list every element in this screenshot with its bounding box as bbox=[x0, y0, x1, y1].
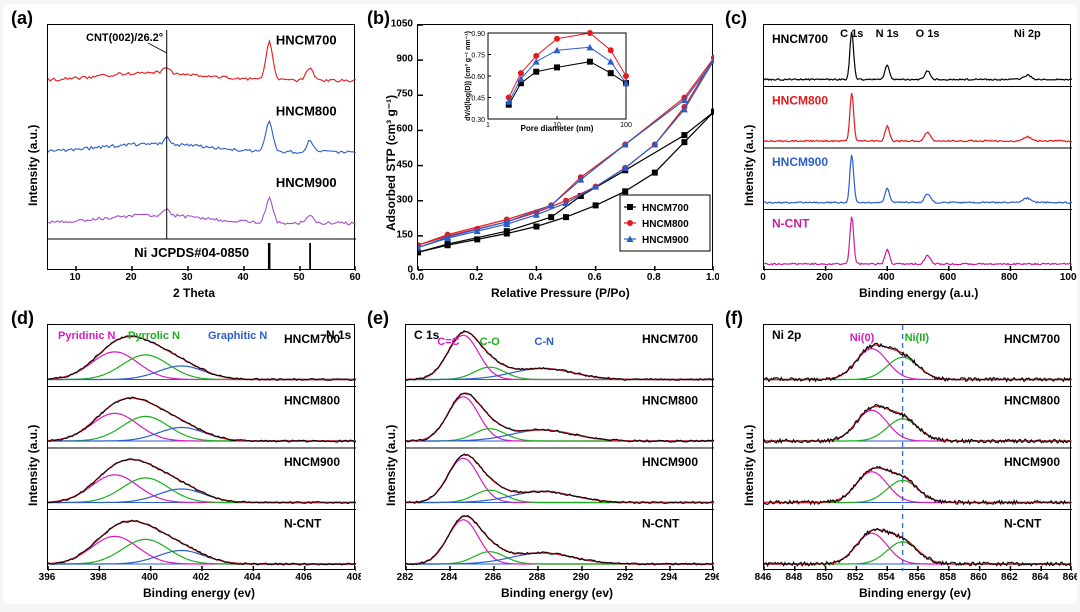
svg-text:HNCM800: HNCM800 bbox=[772, 94, 828, 108]
svg-text:0.30: 0.30 bbox=[471, 117, 485, 124]
panel-e-xlabel: Binding energy (ev) bbox=[501, 586, 613, 600]
svg-text:HNCM700: HNCM700 bbox=[642, 332, 698, 346]
svg-text:HNCM900: HNCM900 bbox=[772, 155, 828, 169]
svg-text:0.75: 0.75 bbox=[471, 53, 485, 60]
svg-text:Graphitic N: Graphitic N bbox=[208, 330, 267, 342]
svg-text:HNCM800: HNCM800 bbox=[642, 394, 698, 408]
svg-text:N-CNT: N-CNT bbox=[772, 217, 810, 231]
panel-d-svg: N 1sHNCM700HNCM800HNCM900N-CNTPyridinic … bbox=[48, 325, 356, 571]
panel-d-xlabel: Binding energy (ev) bbox=[143, 586, 255, 600]
svg-text:N-CNT: N-CNT bbox=[284, 517, 322, 531]
panel-e-ylabel: Intensity (a.u.) bbox=[384, 386, 398, 506]
panel-f-plot: Ni 2p HNCM700 HNCM800 HNCM900 N-CNT Ni(0) Ni(I… bbox=[763, 324, 1071, 570]
panel-e-svg: C 1s HNCM700 HNCM800 HNCM900 N-CNT C=C C-O C-N bbox=[406, 325, 714, 571]
svg-text:HNCM700: HNCM700 bbox=[284, 332, 340, 346]
svg-text:N-CNT: N-CNT bbox=[1004, 517, 1042, 531]
panel-c-ylabel: Intensity (a.u.) bbox=[742, 86, 756, 206]
svg-text:C-N: C-N bbox=[534, 336, 554, 348]
svg-text:C 1s: C 1s bbox=[840, 28, 863, 40]
panel-a-svg: Ni JCPDS#04-0850 HNCM900 HNCM800 HNCM700 CNT… bbox=[48, 25, 356, 271]
svg-text:HNCM800: HNCM800 bbox=[284, 394, 340, 408]
svg-text:Ni(0): Ni(0) bbox=[850, 332, 875, 344]
svg-text:0.45: 0.45 bbox=[471, 96, 485, 103]
panel-b: (b) Adsorbed STP (cm³ g⁻¹) HNCM700 HNCM80… bbox=[361, 4, 719, 304]
svg-text:0.90: 0.90 bbox=[471, 31, 485, 38]
svg-text:HNCM800: HNCM800 bbox=[1004, 394, 1060, 408]
svg-text:Ni JCPDS#04-0850: Ni JCPDS#04-0850 bbox=[134, 245, 249, 260]
svg-text:HNCM700: HNCM700 bbox=[772, 32, 828, 46]
svg-text:HNCM900: HNCM900 bbox=[284, 455, 340, 469]
panel-b-xlabel: Relative Pressure (P/Po) bbox=[491, 286, 630, 300]
svg-text:1: 1 bbox=[486, 122, 490, 129]
svg-text:HNCM900: HNCM900 bbox=[642, 235, 689, 246]
panel-f-label: (f) bbox=[725, 308, 743, 329]
svg-text:Ni(II): Ni(II) bbox=[905, 332, 930, 344]
panel-b-svg: HNCM700HNCM800HNCM900Pore diameter (nm)d… bbox=[418, 25, 714, 271]
svg-text:HNCM900: HNCM900 bbox=[1004, 455, 1060, 469]
svg-text:HNCM700: HNCM700 bbox=[276, 32, 337, 47]
svg-text:HNCM700: HNCM700 bbox=[642, 203, 689, 214]
svg-text:10: 10 bbox=[553, 122, 561, 129]
svg-text:C-O: C-O bbox=[480, 336, 501, 348]
panel-a-xlabel: 2 Theta bbox=[173, 286, 215, 300]
svg-text:0.60: 0.60 bbox=[471, 74, 485, 81]
svg-text:HNCM700: HNCM700 bbox=[1004, 332, 1060, 346]
svg-text:Ni 2p: Ni 2p bbox=[772, 328, 801, 342]
svg-text:N 1s: N 1s bbox=[876, 28, 899, 40]
panel-a-label: (a) bbox=[11, 8, 33, 29]
panel-d-ylabel: Intensity (a.u.) bbox=[26, 386, 40, 506]
svg-text:CNT(002)/26.2°: CNT(002)/26.2° bbox=[86, 32, 163, 44]
svg-text:C 1s: C 1s bbox=[414, 328, 440, 342]
panel-d-label: (d) bbox=[11, 308, 34, 329]
panel-f: (f) Intensity (a.u.) Ni 2p HNCM700 HNCM800… bbox=[719, 304, 1077, 604]
svg-text:Pyridinic N: Pyridinic N bbox=[58, 330, 116, 342]
panel-e: (e) Intensity (a.u.) C 1s HNCM700 HNCM800 H… bbox=[361, 304, 719, 604]
svg-text:N-CNT: N-CNT bbox=[642, 517, 680, 531]
panel-a-ylabel: Intensity (a.u.) bbox=[26, 86, 40, 206]
panel-b-plot: HNCM700HNCM800HNCM900Pore diameter (nm)d… bbox=[417, 24, 713, 270]
panel-b-label: (b) bbox=[367, 8, 390, 29]
svg-text:HNCM900: HNCM900 bbox=[642, 455, 698, 469]
panel-c-label: (c) bbox=[725, 8, 747, 29]
panel-c-plot: HNCM700 HNCM800 HNCM900 N-CNT C 1s N 1s O 1s Ni… bbox=[763, 24, 1071, 270]
panel-c: (c) Intensity (a.u.) HNCM700 HNCM800 HNCM9… bbox=[719, 4, 1077, 304]
svg-text:Ni 2p: Ni 2p bbox=[1014, 28, 1041, 40]
panel-f-xlabel: Binding energy (ev) bbox=[859, 586, 971, 600]
panel-c-xlabel: Binding energy (a.u.) bbox=[859, 286, 978, 300]
svg-text:C=C: C=C bbox=[437, 336, 459, 348]
panel-b-ylabel: Adsorbed STP (cm³ g⁻¹) bbox=[384, 61, 398, 231]
svg-text:Pyrrolic N: Pyrrolic N bbox=[128, 330, 180, 342]
panel-a: (a) Intensity (a.u.) Ni JCPDS#04-0850 HNC… bbox=[3, 4, 361, 304]
svg-text:O 1s: O 1s bbox=[916, 28, 940, 40]
figure-container: (a) Intensity (a.u.) Ni JCPDS#04-0850 HNC… bbox=[3, 4, 1077, 604]
svg-text:100: 100 bbox=[620, 122, 632, 129]
svg-text:HNCM800: HNCM800 bbox=[276, 104, 337, 119]
panel-e-plot: C 1s HNCM700 HNCM800 HNCM900 N-CNT C=C C-O C-N bbox=[405, 324, 713, 570]
panel-d-plot: N 1sHNCM700HNCM800HNCM900N-CNTPyridinic … bbox=[47, 324, 355, 570]
svg-text:HNCM900: HNCM900 bbox=[276, 175, 337, 190]
panel-e-label: (e) bbox=[367, 308, 389, 329]
panel-f-ylabel: Intensity (a.u.) bbox=[742, 386, 756, 506]
panel-d: (d) Intensity (a.u.) N 1sHNCM700HNCM800H… bbox=[3, 304, 361, 604]
panel-a-plot: Ni JCPDS#04-0850 HNCM900 HNCM800 HNCM700 CNT… bbox=[47, 24, 355, 270]
panel-f-svg: Ni 2p HNCM700 HNCM800 HNCM900 N-CNT Ni(0) Ni(I… bbox=[764, 325, 1072, 571]
panel-c-svg: HNCM700 HNCM800 HNCM900 N-CNT C 1s N 1s O 1s Ni… bbox=[764, 25, 1072, 271]
svg-text:HNCM800: HNCM800 bbox=[642, 219, 689, 230]
